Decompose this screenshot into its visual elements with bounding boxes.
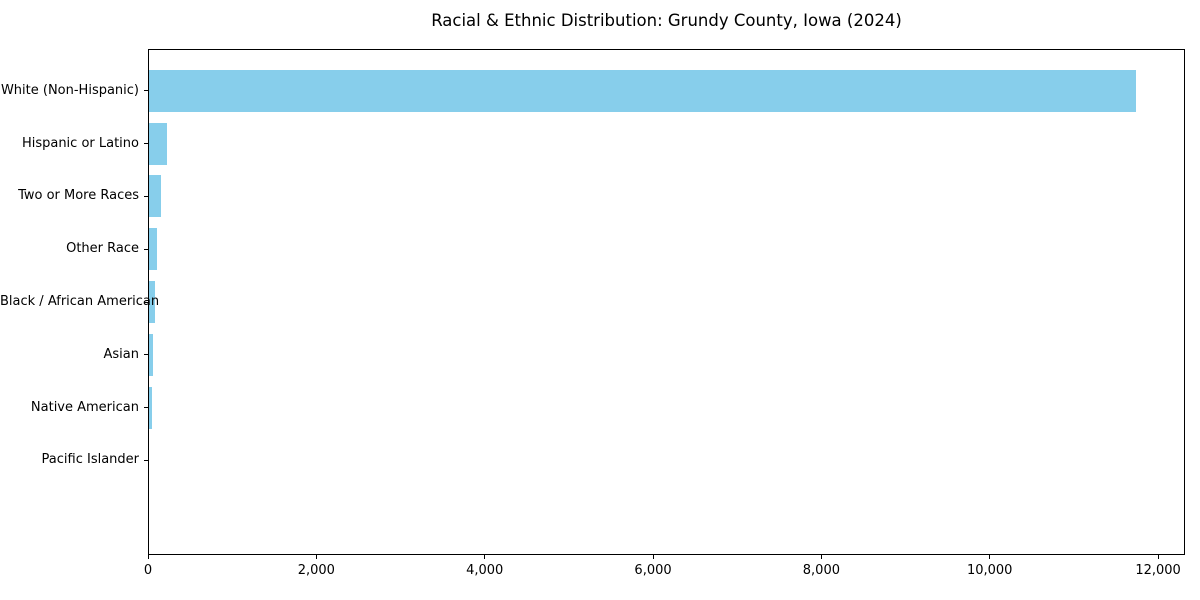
x-tick-label: 12,000 <box>1135 563 1181 578</box>
y-tick-label: Two or More Races <box>18 188 139 204</box>
y-tick <box>144 301 148 303</box>
y-tick-label: Pacific Islander <box>41 452 139 468</box>
x-tick <box>1157 555 1159 559</box>
x-tick-label: 2,000 <box>297 563 335 578</box>
bar <box>149 333 153 376</box>
x-tick <box>484 555 486 559</box>
bar <box>149 69 1136 112</box>
x-tick <box>989 555 991 559</box>
x-tick-label: 8,000 <box>802 563 840 578</box>
x-tick <box>820 555 822 559</box>
y-tick-label: Other Race <box>66 241 139 257</box>
y-tick <box>144 354 148 356</box>
y-tick <box>144 459 148 461</box>
chart-title: Racial & Ethnic Distribution: Grundy Cou… <box>431 11 902 30</box>
y-tick-label: White (Non-Hispanic) <box>0 82 139 98</box>
x-tick-label: 0 <box>143 563 153 578</box>
x-tick-label: 6,000 <box>634 563 672 578</box>
x-tick <box>147 555 149 559</box>
y-tick <box>144 248 148 250</box>
y-tick-label: Asian <box>103 346 139 362</box>
bar <box>149 228 158 271</box>
x-tick-label: 10,000 <box>966 563 1013 578</box>
y-tick <box>144 195 148 197</box>
y-tick <box>144 143 148 145</box>
bar <box>149 386 152 429</box>
plot-area <box>148 49 1185 555</box>
y-tick-label: Black / African American <box>0 294 160 309</box>
x-tick-label: 4,000 <box>466 563 504 578</box>
bar <box>149 122 167 165</box>
y-tick-label: Hispanic or Latino <box>21 135 139 151</box>
x-tick <box>652 555 654 559</box>
y-tick <box>144 90 148 92</box>
bar <box>149 175 162 218</box>
bar <box>149 281 156 323</box>
y-tick-label: Native American <box>30 399 139 415</box>
x-tick <box>315 555 317 559</box>
y-tick <box>144 407 148 409</box>
